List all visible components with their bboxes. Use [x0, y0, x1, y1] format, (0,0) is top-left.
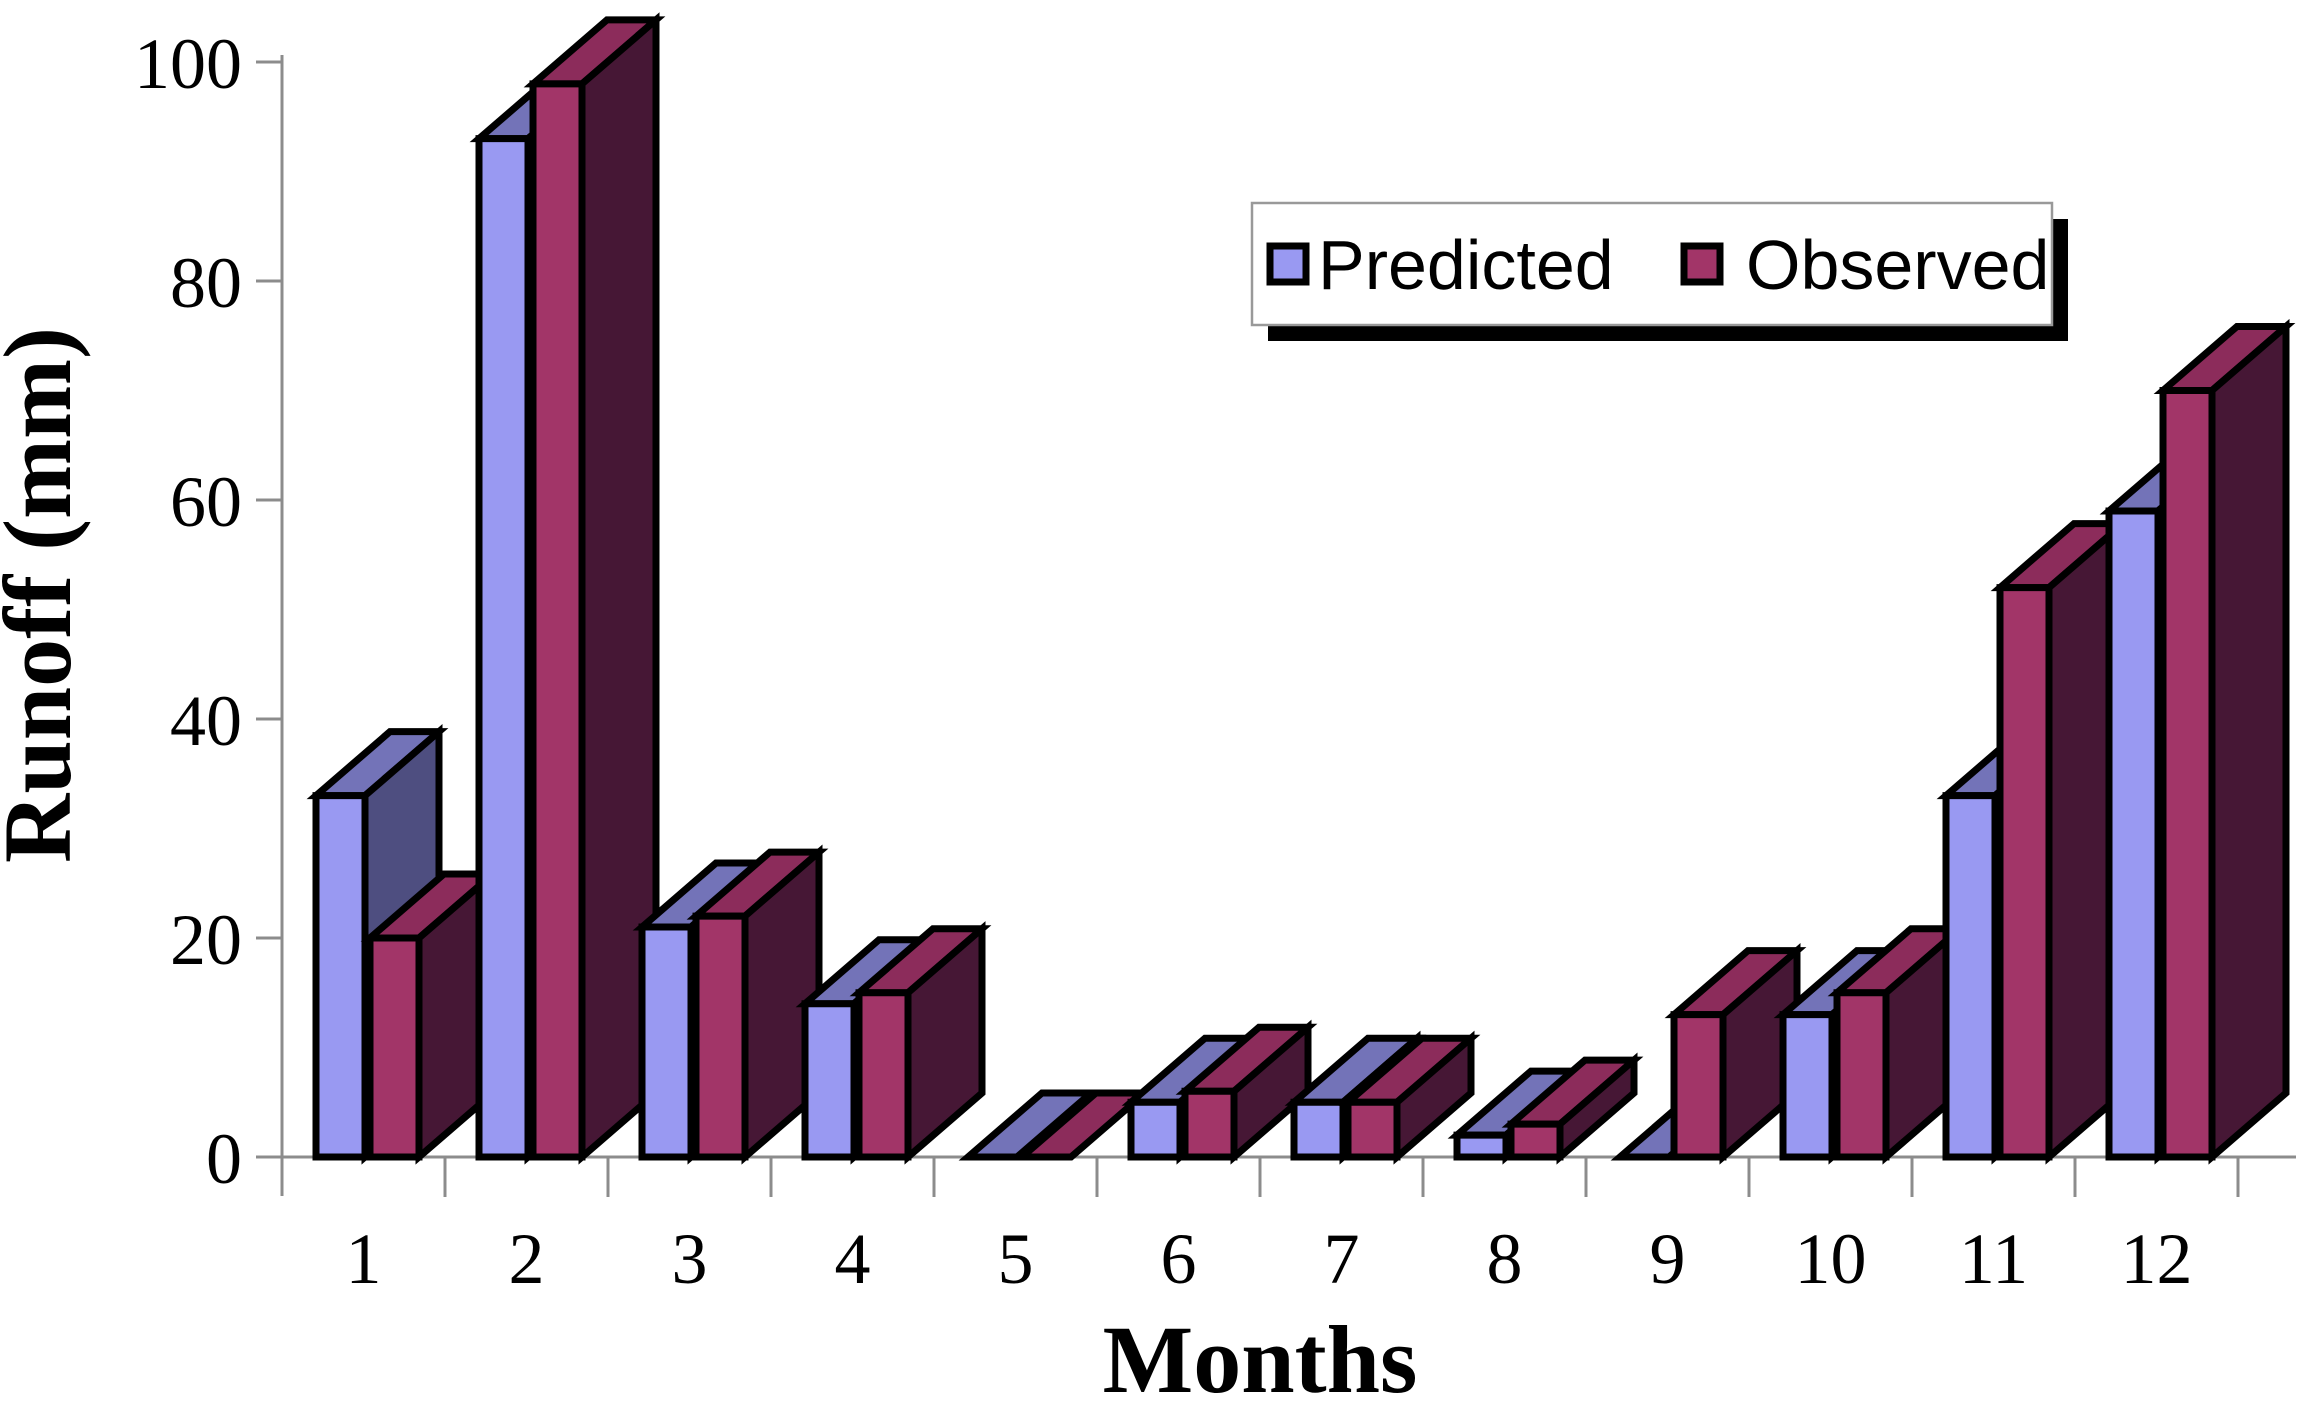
bar-observed-m12-side	[2208, 318, 2290, 1165]
bar-observed-m11-front	[1996, 584, 2053, 1161]
bar-observed-m8-front	[1507, 1120, 1564, 1161]
y-tick-label: 0	[206, 1119, 242, 1199]
legend: Predicted Observed	[1250, 201, 2068, 341]
bar-observed-m12-front	[2159, 387, 2216, 1161]
bar-observed-m9-front	[1670, 1011, 1727, 1161]
y-tick-label: 20	[170, 900, 242, 980]
legend-label-predicted: Predicted	[1318, 226, 1614, 304]
bar-predicted-m7-front	[1290, 1098, 1347, 1161]
bar-observed-m2-front	[529, 80, 586, 1161]
x-tick-label: 10	[1795, 1219, 1867, 1299]
y-tick-label: 80	[170, 243, 242, 323]
y-tick-label: 60	[170, 462, 242, 542]
x-tick-label: 1	[346, 1219, 382, 1299]
x-tick-label: 11	[1959, 1219, 2028, 1299]
legend-label-observed: Observed	[1746, 226, 2049, 304]
x-axis-title: Months	[1103, 1306, 1418, 1413]
legend-swatch-predicted	[1266, 242, 1310, 286]
y-tick-label: 100	[134, 24, 242, 104]
legend-box	[1250, 201, 2054, 327]
x-tick-label: 2	[509, 1219, 545, 1299]
x-tick-label: 4	[835, 1219, 871, 1299]
bar-observed-m6-front	[1181, 1087, 1238, 1161]
bar-predicted-m4-front	[801, 1000, 858, 1161]
bar-predicted-m11-front	[1942, 792, 1999, 1161]
x-tick-label: 6	[1161, 1219, 1197, 1299]
x-tick-label: 8	[1487, 1219, 1523, 1299]
x-tick-label: 12	[2121, 1219, 2193, 1299]
y-axis-title: Runoff (mm)	[0, 327, 91, 863]
bar-observed-m3-front	[692, 912, 749, 1161]
bar-predicted-m1-front	[312, 792, 369, 1161]
x-tick-label: 3	[672, 1219, 708, 1299]
bar-predicted-m3-front	[638, 923, 695, 1161]
bar-predicted-m12-front	[2105, 507, 2162, 1161]
bar-observed-m4-front	[855, 989, 912, 1161]
bar-observed-m1-front	[366, 934, 423, 1161]
x-tick-label: 9	[1650, 1219, 1686, 1299]
x-tick-label: 5	[998, 1219, 1034, 1299]
bar-predicted-m2-front	[475, 135, 532, 1161]
legend-swatch-observed	[1680, 242, 1724, 286]
y-tick-label: 40	[170, 681, 242, 761]
bar-predicted-m10-front	[1779, 1011, 1836, 1161]
bar-observed-m7-front	[1344, 1098, 1401, 1161]
x-tick-label: 7	[1324, 1219, 1360, 1299]
bar-predicted-m8-front	[1453, 1131, 1510, 1161]
bar-predicted-m6-front	[1127, 1098, 1184, 1161]
bar-observed-m10-front	[1833, 989, 1890, 1161]
